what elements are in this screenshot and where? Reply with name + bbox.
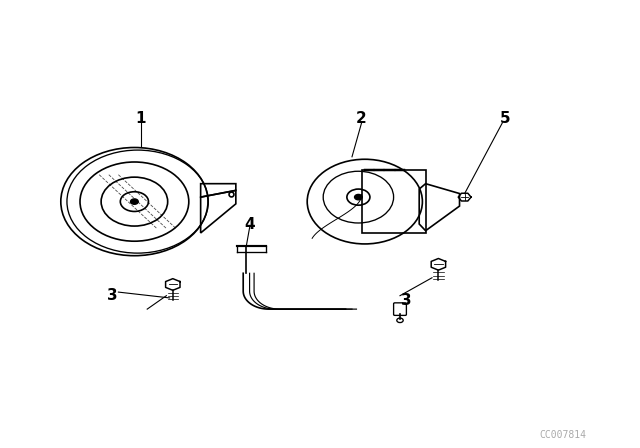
Text: CC007814: CC007814 [540, 430, 587, 439]
Text: 3: 3 [401, 293, 412, 308]
Text: 1: 1 [136, 111, 146, 126]
Circle shape [355, 194, 362, 200]
Text: 3: 3 [107, 288, 117, 303]
Text: 2: 2 [356, 111, 367, 126]
Circle shape [131, 199, 138, 204]
Text: 5: 5 [500, 111, 511, 126]
Text: 4: 4 [244, 216, 255, 232]
